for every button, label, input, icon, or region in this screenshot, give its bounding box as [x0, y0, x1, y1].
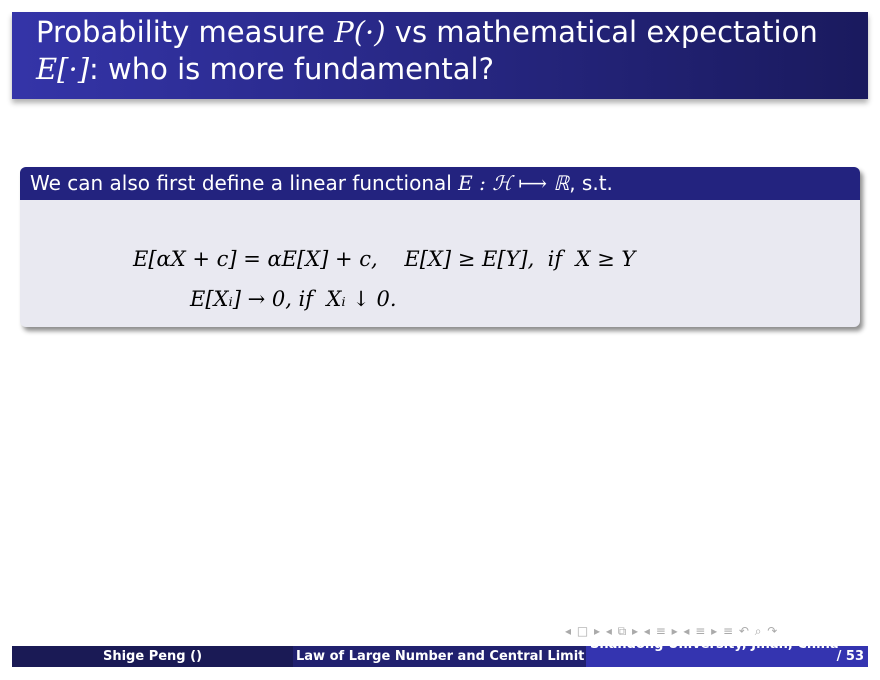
slide-title: Probability measure P(·) vs mathematical… [12, 12, 868, 99]
title-math: E[·] [36, 52, 90, 86]
equation-continuity: E[Xᵢ] → 0, if Xᵢ ↓ 0. [190, 287, 397, 311]
beamer-navigation[interactable]: ◂ □ ▸ ◂ ⧉ ▸ ◂ ≡ ▸ ◂ ≡ ▸ ≡ ↶ ⌕ ↷ [565, 624, 779, 638]
block-header: We can also first define a linear functi… [20, 167, 860, 200]
block-header-math: E : ℋ ⟼ ℝ [458, 171, 570, 195]
footer-title: Law of Large Number and Central Limit Th [293, 646, 586, 667]
block-header-text: We can also first define a linear functi… [30, 171, 459, 195]
equation-linearity: E[αX + c] = αE[X] + c, E[X] ≥ E[Y], if X… [133, 247, 636, 271]
footer-page-number: / 53 [836, 649, 864, 664]
footer-institute: Shandong University, Jinan, China / 53 [586, 646, 868, 667]
footer-institute-text: Shandong University, Jinan, China [590, 646, 839, 655]
title-text: : who is more fundamental? [89, 52, 494, 86]
block-header-tail: , s.t. [569, 171, 613, 195]
title-text: vs mathematical expectation [385, 15, 818, 49]
definition-block: We can also first define a linear functi… [20, 167, 860, 327]
footer-author: Shige Peng () [12, 646, 293, 667]
title-math: P(·) [334, 15, 386, 49]
title-text: Probability measure [36, 15, 335, 49]
